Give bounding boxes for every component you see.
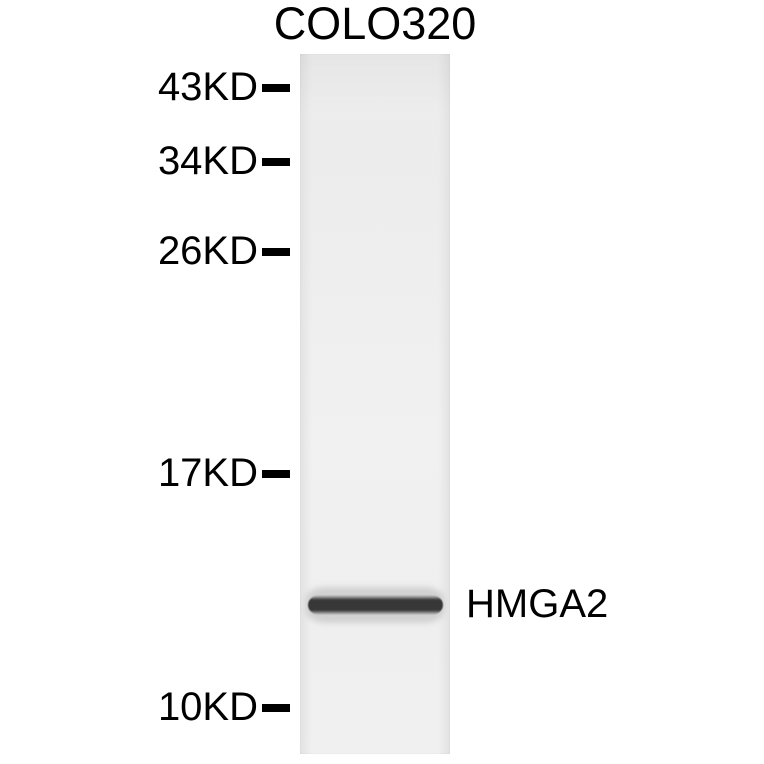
mw-label-26kd: 26KD xyxy=(158,229,258,274)
mw-tick-17kd xyxy=(262,470,290,478)
mw-tick-26kd xyxy=(262,248,290,256)
sample-label: COLO320 xyxy=(225,0,525,50)
mw-tick-34kd xyxy=(262,158,290,166)
mw-label-17kd: 17KD xyxy=(158,451,258,496)
blot-canvas: COLO320 43KD 34KD 26KD 17KD 10KD HMGA2 xyxy=(0,0,764,764)
mw-tick-43kd xyxy=(262,84,290,92)
blot-lane xyxy=(300,54,450,754)
mw-label-10kd: 10KD xyxy=(158,685,258,730)
mw-label-34kd: 34KD xyxy=(158,139,258,184)
lane-smudge xyxy=(300,54,450,114)
band-label-hmga2: HMGA2 xyxy=(466,582,608,627)
mw-label-43kd: 43KD xyxy=(158,65,258,110)
mw-tick-10kd xyxy=(262,704,290,712)
band-hmga2 xyxy=(308,595,443,615)
